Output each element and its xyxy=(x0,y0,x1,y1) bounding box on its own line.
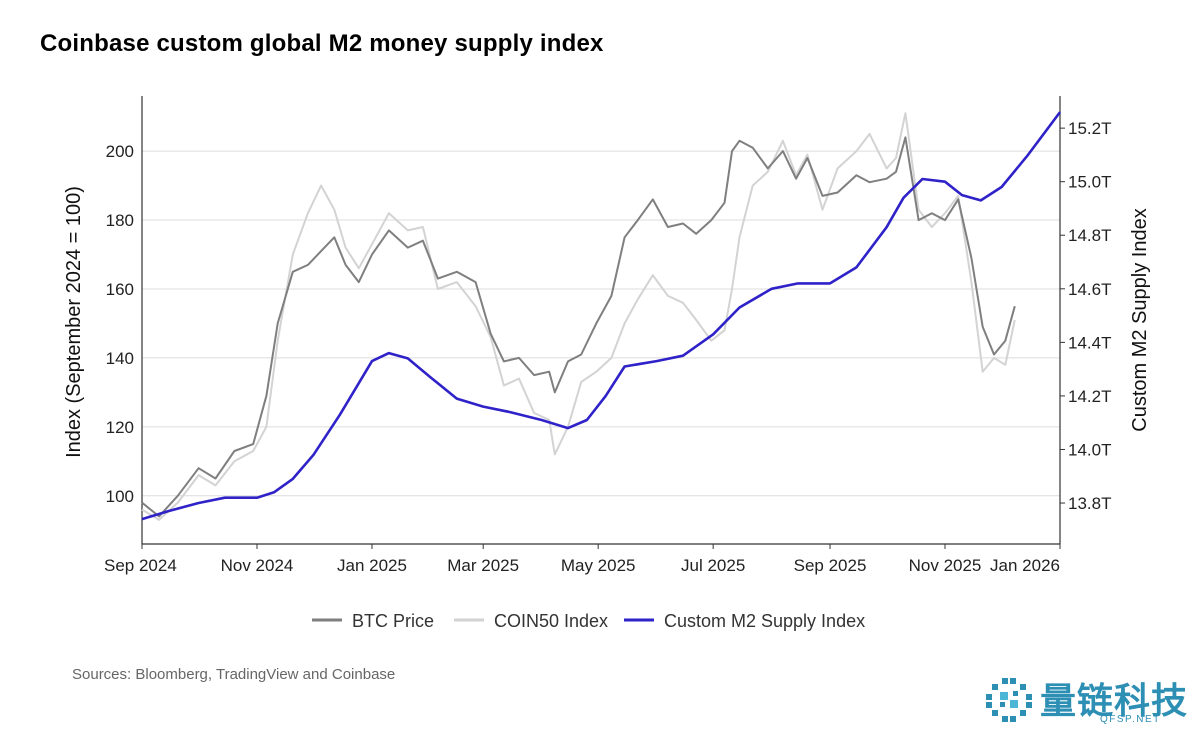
right-y-axis-title: Custom M2 Supply Index xyxy=(1129,208,1151,431)
y-tick-label: 100 xyxy=(106,487,134,506)
legend: BTC Price COIN50 Index Custom M2 Supply … xyxy=(312,611,865,631)
x-tick-label: Jan 2026 xyxy=(990,556,1060,575)
source-note: Sources: Bloomberg, TradingView and Coin… xyxy=(72,666,396,683)
x-tick-label: Mar 2025 xyxy=(447,556,519,575)
y-tick-label: 180 xyxy=(106,211,134,230)
watermark: 量链科技 QFSP.NET xyxy=(982,672,1194,728)
series-lines xyxy=(141,111,1062,521)
legend-label-btc: BTC Price xyxy=(352,611,434,631)
y2-tick-label: 14.6T xyxy=(1068,280,1111,299)
axes xyxy=(141,96,1061,545)
y-tick-label: 200 xyxy=(106,142,134,161)
y2-tick-label: 15.0T xyxy=(1068,173,1111,192)
x-tick-label: Nov 2024 xyxy=(221,556,294,575)
watermark-name: 量链科技 xyxy=(1040,681,1189,722)
btc-price-line xyxy=(141,136,1016,518)
coin50-index-line xyxy=(141,112,1016,521)
y-tick-label: 160 xyxy=(106,280,134,299)
y2-tick-label: 14.8T xyxy=(1068,226,1111,245)
pixel-circle-logo-icon xyxy=(986,678,1032,722)
chart-title: Coinbase custom global M2 money supply i… xyxy=(40,30,604,57)
left-y-axis-title: Index (September 2024 = 100) xyxy=(63,186,85,458)
y-tick-label: 140 xyxy=(106,349,134,368)
x-tick-label: Sep 2025 xyxy=(794,556,867,575)
y2-tick-label: 14.4T xyxy=(1068,333,1111,352)
x-tick-label: Jan 2025 xyxy=(337,556,407,575)
y2-tick-label: 13.8T xyxy=(1068,494,1111,513)
right-y-tick-labels: 13.8T 14.0T 14.2T 14.4T 14.6T 14.8T 15.0T 15.2T xyxy=(1060,119,1111,513)
x-tick-label: Jul 2025 xyxy=(681,556,745,575)
y2-tick-label: 14.0T xyxy=(1068,440,1111,459)
legend-label-coin50: COIN50 Index xyxy=(494,611,608,631)
y2-tick-label: 14.2T xyxy=(1068,387,1111,406)
left-y-tick-labels: 100 120 140 160 180 200 xyxy=(106,142,134,506)
x-tick-labels: Sep 2024 Nov 2024 Jan 2025 Mar 2025 May 2025… xyxy=(104,544,1061,575)
x-tick-label: Nov 2025 xyxy=(909,556,982,575)
x-tick-label: Sep 2024 xyxy=(104,556,177,575)
y2-tick-label: 15.2T xyxy=(1068,119,1111,138)
grid-lines xyxy=(142,150,1060,497)
m2-supply-line xyxy=(141,111,1062,521)
watermark-domain: QFSP.NET xyxy=(1100,714,1161,725)
y-tick-label: 120 xyxy=(106,418,134,437)
x-tick-label: May 2025 xyxy=(561,556,636,575)
legend-label-m2: Custom M2 Supply Index xyxy=(664,611,865,631)
